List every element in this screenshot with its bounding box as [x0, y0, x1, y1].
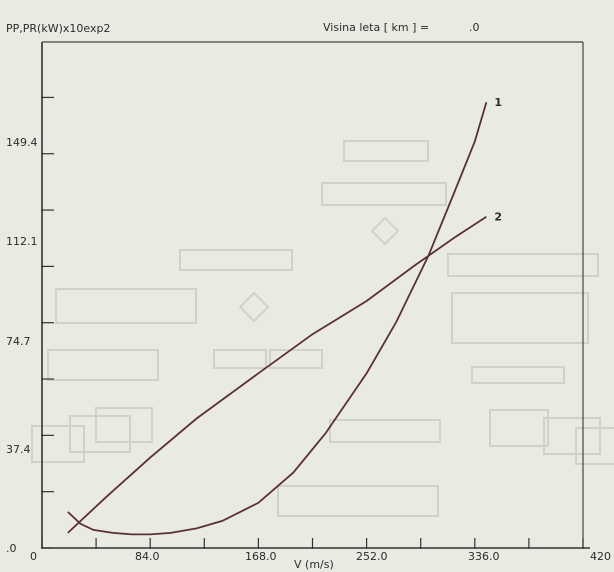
background-flowchart [31, 140, 614, 517]
altitude-value: .0 [469, 21, 480, 34]
y-tick-marks [41, 96, 54, 549]
y-tick-label: 74.7 [6, 335, 31, 348]
x-tick-marks [41, 538, 584, 549]
x-tick-label: 252.0 [356, 550, 388, 563]
x-tick-label: 336.0 [468, 550, 500, 563]
x-tick-label: 84.0 [135, 550, 160, 563]
altitude-label: Visina leta [ km ] = [323, 21, 429, 34]
y-tick-labels: .0 37.4 74.7 112.1 149.4 [6, 136, 38, 555]
y-tick-label: 37.4 [6, 443, 31, 456]
x-tick-label: 420 [590, 550, 611, 563]
series-line-2 [67, 215, 487, 534]
x-axis-title: V (m/s) [294, 558, 334, 571]
series-label-2: 2 [494, 211, 502, 224]
x-tick-labels: 0 84.0 168.0 252.0 336.0 420 [30, 550, 611, 563]
axes [41, 41, 590, 549]
y-tick-label: .0 [6, 542, 17, 555]
y-tick-label: 112.1 [6, 235, 38, 248]
x-tick-label: 0 [30, 550, 37, 563]
x-tick-label: 168.0 [245, 550, 277, 563]
series-label-1: 1 [494, 96, 502, 109]
y-tick-label: 149.4 [6, 136, 38, 149]
y-axis-title: PP,PR(kW)x10exp2 [6, 22, 110, 35]
series-line-1 [67, 101, 488, 536]
